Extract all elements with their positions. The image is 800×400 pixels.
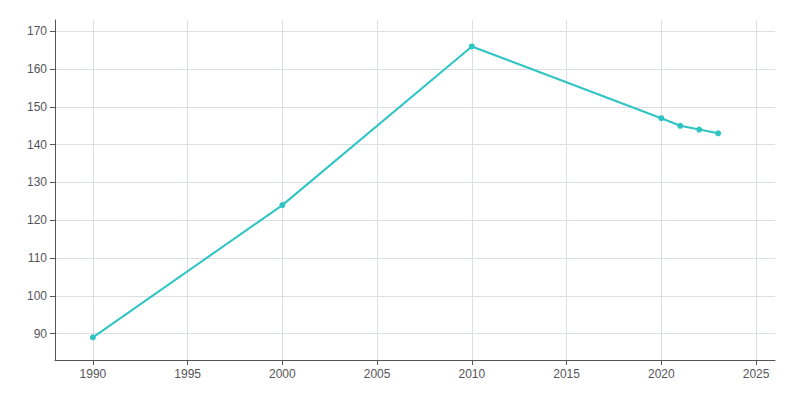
svg-text:2015: 2015 bbox=[553, 367, 580, 381]
svg-text:140: 140 bbox=[27, 138, 47, 152]
svg-text:110: 110 bbox=[28, 251, 47, 265]
svg-text:1995: 1995 bbox=[174, 367, 201, 381]
svg-text:2000: 2000 bbox=[269, 367, 296, 381]
svg-text:150: 150 bbox=[27, 100, 47, 114]
svg-text:120: 120 bbox=[27, 213, 47, 227]
svg-text:90: 90 bbox=[34, 327, 48, 341]
svg-text:130: 130 bbox=[27, 175, 47, 189]
svg-text:2020: 2020 bbox=[648, 367, 675, 381]
svg-text:1990: 1990 bbox=[80, 367, 107, 381]
svg-text:2005: 2005 bbox=[364, 367, 391, 381]
svg-text:2010: 2010 bbox=[458, 367, 485, 381]
svg-text:170: 170 bbox=[27, 24, 47, 38]
svg-text:2025: 2025 bbox=[743, 367, 770, 381]
svg-text:100: 100 bbox=[27, 289, 47, 303]
svg-text:160: 160 bbox=[27, 62, 47, 76]
